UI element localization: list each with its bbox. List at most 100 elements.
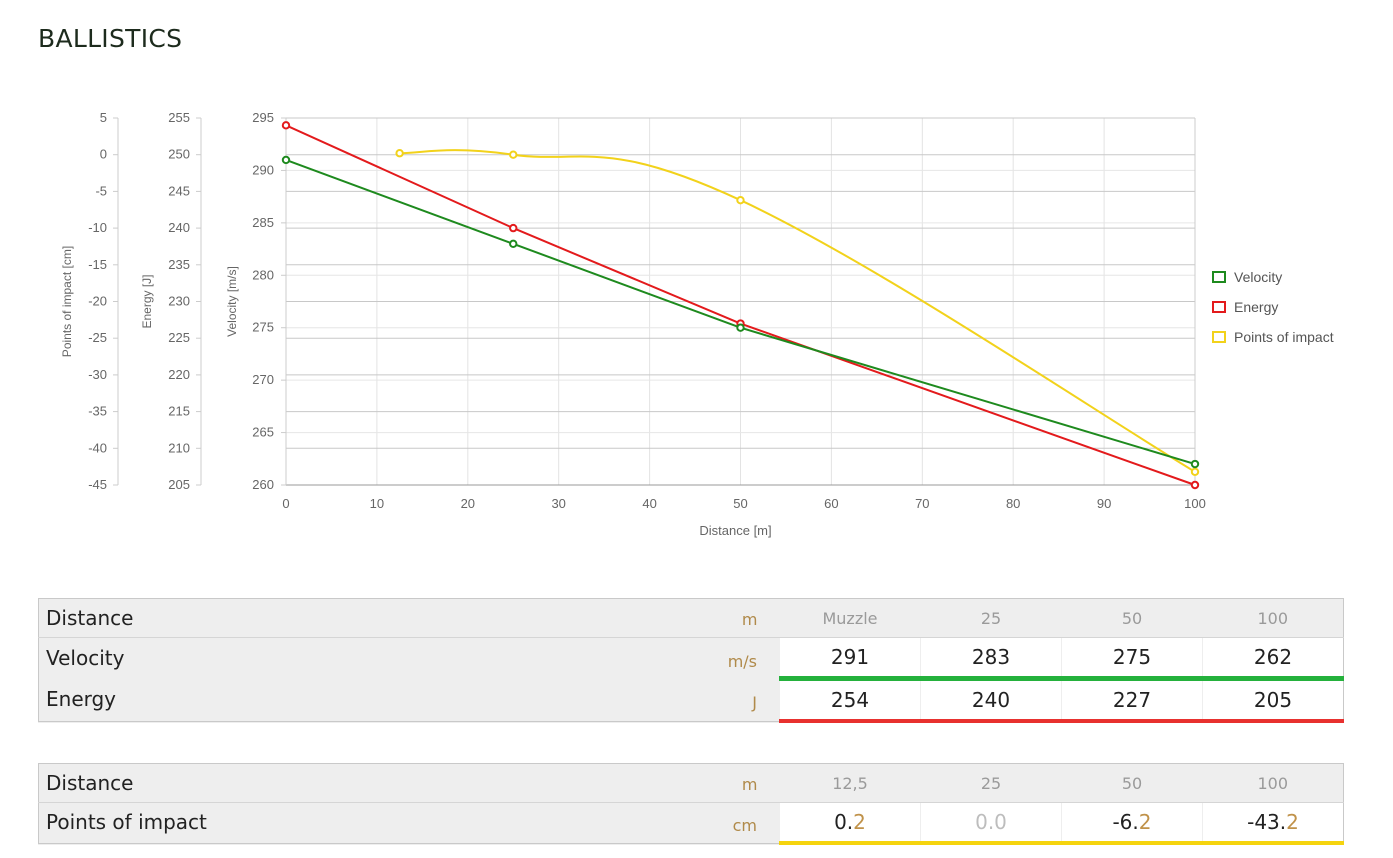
table-cell: Velocity m/s (39, 638, 780, 679)
x-tick-label: 100 (1184, 496, 1206, 511)
poi-value: -43.2 (1202, 802, 1344, 845)
legend-label-energy: Energy (1234, 299, 1279, 315)
poi-tick-label: -40 (88, 440, 107, 455)
poi-value-dec: 2 (1138, 810, 1152, 834)
energy-value: 254 (779, 678, 921, 723)
x-tick-label: 10 (370, 496, 384, 511)
data-point-energy (509, 223, 518, 233)
energy-tick-label: 220 (168, 367, 190, 382)
x-tick-label: 70 (915, 496, 929, 511)
poi-value-dec: 2 (1286, 810, 1299, 834)
table-cell: Distance m (38, 598, 780, 638)
velocity-axis-title: Velocity [m/s] (225, 266, 239, 337)
energy-axis-title: Energy [J] (140, 274, 154, 328)
velocity-label: Velocity (46, 645, 125, 670)
legend-label-poi: Points of impact (1234, 329, 1334, 345)
velocity-tick-label: 275 (252, 320, 274, 335)
distance-unit: m (741, 610, 758, 629)
data-point-velocity (1190, 459, 1200, 469)
distance-col-header: 25 (920, 598, 1062, 638)
x-tick-label: 50 (733, 496, 747, 511)
velocity-value: 262 (1202, 637, 1344, 681)
energy-tick-label: 245 (168, 183, 190, 198)
energy-value: 205 (1202, 678, 1344, 723)
poi-label: Points of impact (46, 810, 207, 835)
x-tick-label: 40 (642, 496, 656, 511)
series-line-poi (399, 149, 1196, 473)
velocity-tick-label: 265 (252, 425, 274, 440)
distance-col-header: 50 (1061, 763, 1203, 803)
energy-label: Energy (46, 687, 117, 711)
data-point-energy (281, 121, 291, 130)
poi-value: -6.2 (1061, 802, 1203, 845)
distance-col-header: 100 (1202, 763, 1344, 803)
poi-tick-label: -45 (88, 477, 107, 492)
velocity-value: 283 (920, 637, 1062, 681)
legend-item-poi[interactable]: Points of impact (1212, 322, 1334, 352)
series-line-velocity (285, 159, 1196, 465)
data-point-velocity (509, 239, 518, 249)
distance-col-header: 100 (1202, 598, 1344, 638)
poi-tick-label: 5 (100, 110, 107, 125)
velocity-tick-label: 280 (252, 267, 274, 282)
x-tick-label: 20 (461, 496, 475, 511)
table-cell: Distance m (38, 763, 780, 803)
energy-tick-label: 235 (168, 257, 190, 272)
energy-value: 227 (1061, 678, 1203, 723)
velocity-tick-label: 285 (252, 215, 274, 230)
energy-tick-label: 230 (168, 294, 190, 309)
table-row: Velocity m/s 291 283 275 262 (39, 637, 1344, 681)
data-point-energy (1190, 480, 1200, 490)
x-tick-label: 90 (1097, 496, 1111, 511)
energy-unit: J (752, 693, 757, 712)
series-line-energy (285, 124, 1196, 486)
data-point-velocity (736, 323, 745, 332)
energy-tick-label: 210 (168, 440, 190, 455)
poi-tick-label: -25 (88, 330, 107, 345)
table-row: Distance m Muzzle 25 50 100 (38, 598, 1344, 638)
legend-swatch-poi (1212, 331, 1226, 343)
x-tick-label: 60 (824, 496, 838, 511)
poi-tick-label: -15 (88, 257, 107, 272)
velocity-value: 291 (779, 637, 921, 681)
legend-item-velocity[interactable]: Velocity (1212, 262, 1334, 292)
velocity-unit: m/s (727, 651, 757, 671)
velocity-energy-table: Distance m Muzzle 25 50 100 Velocity m/s… (38, 598, 1344, 723)
x-tick-label: 0 (282, 496, 289, 511)
legend-swatch-energy (1212, 301, 1226, 313)
energy-tick-label: 240 (168, 220, 190, 235)
data-point-poi (509, 150, 518, 159)
legend-item-energy[interactable]: Energy (1212, 292, 1334, 322)
energy-tick-label: 255 (168, 110, 190, 125)
distance-col-header: Muzzle (779, 598, 921, 638)
distance-label: Distance (46, 606, 134, 630)
ballistics-chart: 0 10 20 30 40 50 60 70 80 90 100 260 265 270 275 280 285… (60, 110, 1206, 538)
data-point-poi (1190, 467, 1200, 476)
velocity-tick-label: 295 (252, 110, 274, 125)
table-row: Points of impact cm 0.2 0.0 -6.2 -43.2 (39, 802, 1344, 845)
distance-col-header: 25 (920, 763, 1062, 803)
distance-label: Distance (46, 771, 134, 795)
x-axis-title: Distance [m] (699, 523, 771, 538)
x-tick-label: 30 (551, 496, 565, 511)
chart-legend: Velocity Energy Points of impact (1212, 262, 1334, 352)
velocity-tick-label: 270 (252, 372, 274, 387)
poi-tick-label: -10 (88, 220, 107, 235)
energy-tick-label: 250 (168, 147, 190, 162)
table-cell: Points of impact cm (39, 803, 780, 844)
x-tick-label: 80 (1006, 496, 1020, 511)
poi-value-int: -43. (1247, 810, 1287, 834)
poi-tick-label: -30 (88, 367, 107, 382)
distance-col-header: 50 (1061, 598, 1203, 638)
velocity-tick-label: 260 (252, 477, 274, 492)
poi-axis-title: Points of impact [cm] (60, 246, 74, 357)
velocity-value: 275 (1061, 637, 1203, 681)
legend-label-velocity: Velocity (1234, 269, 1283, 285)
distance-col-header: 12,5 (779, 763, 921, 803)
distance-unit: m (741, 775, 758, 794)
velocity-tick-label: 290 (252, 162, 274, 177)
energy-tick-label: 215 (168, 404, 190, 419)
points-of-impact-table: Distance m 12,5 25 50 100 Points of impa… (38, 763, 1344, 845)
energy-value: 240 (920, 678, 1062, 723)
data-point-velocity (281, 155, 291, 165)
